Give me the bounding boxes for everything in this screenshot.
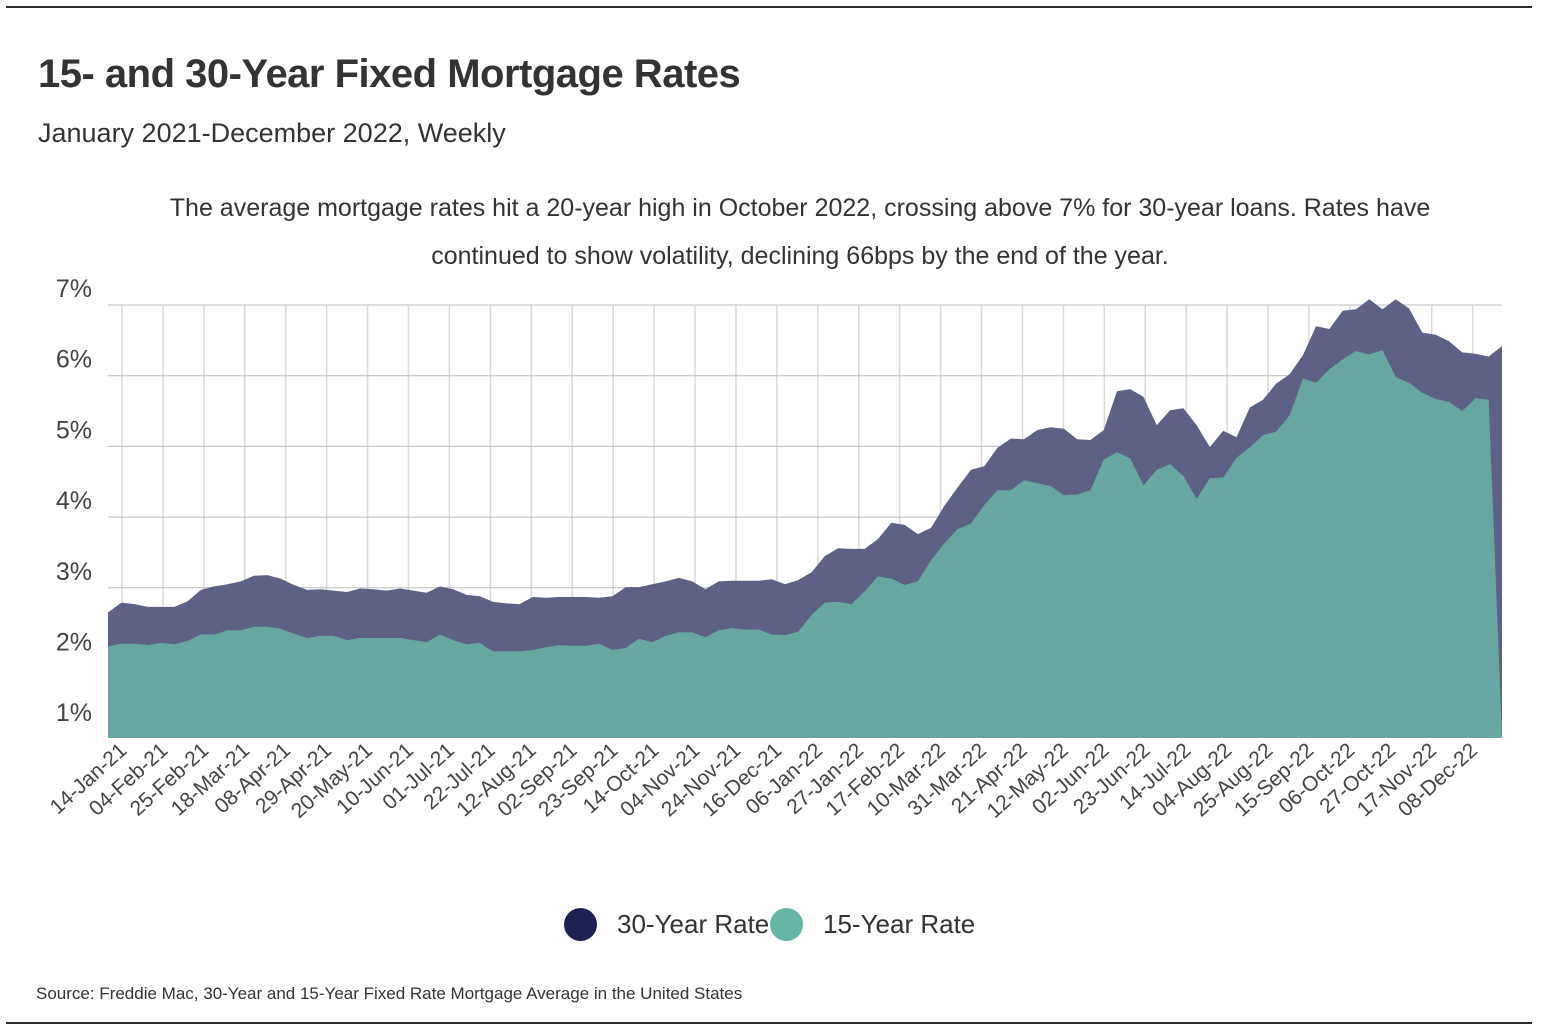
legend-item-30-year[interactable]: 30-Year Rate [564,904,769,944]
chart-subtitle: January 2021-December 2022, Weekly [38,118,506,148]
y-axis: 1% 2% 3% 4% 5% 6% 7% [56,275,92,727]
top-rule [6,6,1532,8]
source-note: Source: Freddie Mac, 30-Year and 15-Year… [36,984,743,1003]
y-tick-label: 6% [56,346,92,374]
y-tick-label: 1% [56,699,92,727]
chart-title: 15- and 30-Year Fixed Mortgage Rates [38,52,741,96]
legend-label-30-year: 30-Year Rate [617,908,770,939]
y-tick-label: 5% [56,416,92,444]
chart-legend: 30-Year Rate 15-Year Rate [0,904,1546,944]
x-axis: 14-Jan-2104-Feb-2125-Feb-2118-Mar-2108-A… [46,739,1482,823]
legend-swatch-30-year [564,907,597,941]
legend-label-15-year: 15-Year Rate [823,908,976,939]
y-tick-label: 2% [56,629,92,657]
series-area-15-year [108,350,1502,738]
y-tick-label: 7% [56,275,92,303]
chart-areas [108,299,1502,738]
legend-item-15-year[interactable]: 15-Year Rate [770,904,975,944]
area-chart: 1% 2% 3% 4% 5% 6% 7% 14-Jan-2104-Feb-2125-Feb-… [46,275,1502,823]
y-tick-label: 4% [56,487,92,515]
y-tick-label: 3% [56,558,92,586]
bottom-rule [6,1022,1532,1024]
legend-swatch-15-year [770,907,803,941]
annotation-line-2: continued to show volatility, declining … [431,242,1169,270]
annotation-line-1: The average mortgage rates hit a 20-year… [169,194,1431,222]
chart-annotation: The average mortgage rates hit a 20-year… [120,184,1480,280]
